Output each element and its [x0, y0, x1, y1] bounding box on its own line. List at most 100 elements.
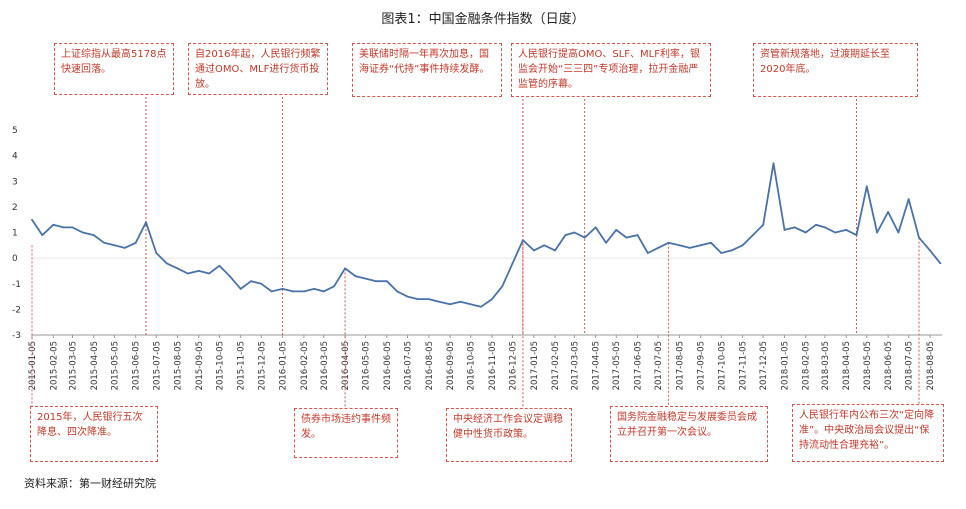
data-point	[469, 303, 472, 306]
y-tick-label: 4	[12, 152, 18, 162]
x-tick-label: 2016-08-05	[425, 341, 435, 390]
data-point	[907, 198, 910, 201]
data-point	[176, 267, 179, 270]
data-point	[291, 290, 294, 293]
data-point	[939, 262, 942, 265]
data-point	[543, 244, 546, 247]
data-point	[62, 226, 65, 229]
y-tick-label: -2	[12, 305, 21, 315]
data-point	[322, 290, 325, 293]
x-tick-label: 2017-09-05	[697, 341, 707, 390]
data-point	[81, 231, 84, 234]
data-point	[762, 223, 765, 226]
x-tick-label: 2016-11-05	[488, 341, 498, 390]
data-point	[720, 252, 723, 254]
data-point	[521, 239, 524, 242]
data-point	[824, 226, 826, 229]
data-point	[741, 244, 744, 247]
data-point	[123, 246, 126, 249]
x-tick-label: 2015-07-05	[152, 341, 162, 390]
data-point	[615, 229, 618, 231]
y-tick-label: 3	[12, 177, 18, 187]
data-point	[678, 244, 681, 247]
data-point	[270, 290, 273, 293]
annotation-bottom-2: 债券市场违约事件频发。	[294, 408, 398, 458]
data-point	[416, 298, 419, 301]
y-tick-label: 1	[12, 229, 18, 239]
x-tick-label: 2017-08-05	[675, 341, 685, 390]
x-tick-label: 2016-04-05	[341, 341, 351, 390]
x-tick-label: 2018-04-05	[842, 341, 852, 390]
data-point	[646, 252, 649, 254]
data-point	[554, 249, 557, 252]
data-point	[501, 285, 504, 288]
data-point	[386, 280, 388, 283]
data-point	[103, 241, 105, 244]
y-tick-label: -1	[12, 280, 21, 290]
data-point	[815, 223, 817, 226]
data-point	[459, 300, 462, 303]
data-point	[564, 234, 567, 236]
data-point	[667, 241, 670, 244]
x-tick-label: 2018-02-05	[802, 341, 812, 390]
data-point	[804, 231, 807, 234]
data-point	[834, 231, 837, 234]
x-tick-label: 2016-05-05	[362, 341, 372, 390]
data-point	[313, 287, 316, 290]
x-tick-label: 2018-01-05	[780, 341, 790, 390]
data-point	[333, 285, 335, 288]
y-tick-label: 2	[12, 203, 18, 213]
data-point	[783, 229, 786, 231]
data-point	[186, 272, 189, 275]
x-tick-label: 2016-12-05	[509, 341, 519, 390]
x-tick-label: 2015-04-05	[90, 341, 100, 390]
data-point	[113, 244, 116, 247]
annotation-top-4: 人民银行提高OMO、SLF、MLF利率，银监会开始“三三四”专项治理，拉开金融严…	[511, 43, 711, 97]
data-point	[793, 226, 796, 229]
data-point	[480, 305, 482, 308]
data-point	[751, 234, 754, 236]
data-point	[918, 236, 920, 239]
data-point	[260, 282, 263, 285]
data-point	[929, 249, 931, 252]
annotation-bottom-3: 中央经济工作会议定调稳健中性货币政策。	[446, 408, 572, 462]
chart-title: 图表1：中国金融条件指数（日度）	[381, 12, 585, 27]
x-tick-label: 2015-01-05	[28, 341, 38, 390]
data-point	[197, 270, 200, 272]
data-point	[855, 234, 858, 236]
x-tick-label: 2016-02-05	[300, 341, 310, 390]
x-tick-label: 2016-07-05	[404, 341, 414, 390]
data-point	[699, 244, 702, 247]
series-line	[31, 162, 942, 308]
x-tick-label: 2018-05-05	[863, 341, 873, 390]
annotation-top-5: 资管新规落地，过渡期延长至2020年底。	[753, 43, 918, 97]
x-tick-label: 2017-11-05	[739, 341, 749, 390]
data-point	[92, 234, 95, 236]
data-point	[688, 246, 691, 249]
x-tick-label: 2015-05-05	[110, 341, 120, 390]
annotation-top-3: 美联储时隔一年再次加息，国海证券“代持”事件持续发酵。	[352, 43, 502, 97]
x-tick-label: 2015-12-05	[257, 341, 267, 390]
data-point	[491, 298, 493, 301]
x-tick-label: 2017-05-05	[612, 341, 622, 390]
data-point	[710, 241, 712, 244]
data-point	[657, 246, 660, 249]
annotation-top-1: 上证综指从最高5178点快速回落。	[54, 43, 174, 95]
data-point	[511, 262, 514, 265]
data-point	[375, 280, 377, 283]
x-tick-label: 2017-01-05	[530, 341, 540, 390]
x-tick-label: 2015-11-05	[237, 341, 247, 390]
x-tick-label: 2016-06-05	[383, 341, 393, 390]
x-tick-label: 2015-06-05	[132, 341, 142, 390]
data-point	[344, 267, 346, 270]
data-point	[897, 231, 900, 234]
data-point	[583, 236, 586, 239]
data-point	[449, 303, 452, 306]
x-tick-label: 2017-07-05	[654, 341, 664, 390]
annotation-bottom-4: 国务院金融稳定与发展委员会成立并召开第一次会议。	[610, 406, 768, 462]
data-point	[406, 295, 409, 298]
data-point	[71, 226, 74, 229]
data-point	[281, 287, 284, 290]
x-tick-label: 2017-03-05	[570, 341, 580, 390]
x-tick-label: 2016-10-05	[467, 341, 477, 390]
